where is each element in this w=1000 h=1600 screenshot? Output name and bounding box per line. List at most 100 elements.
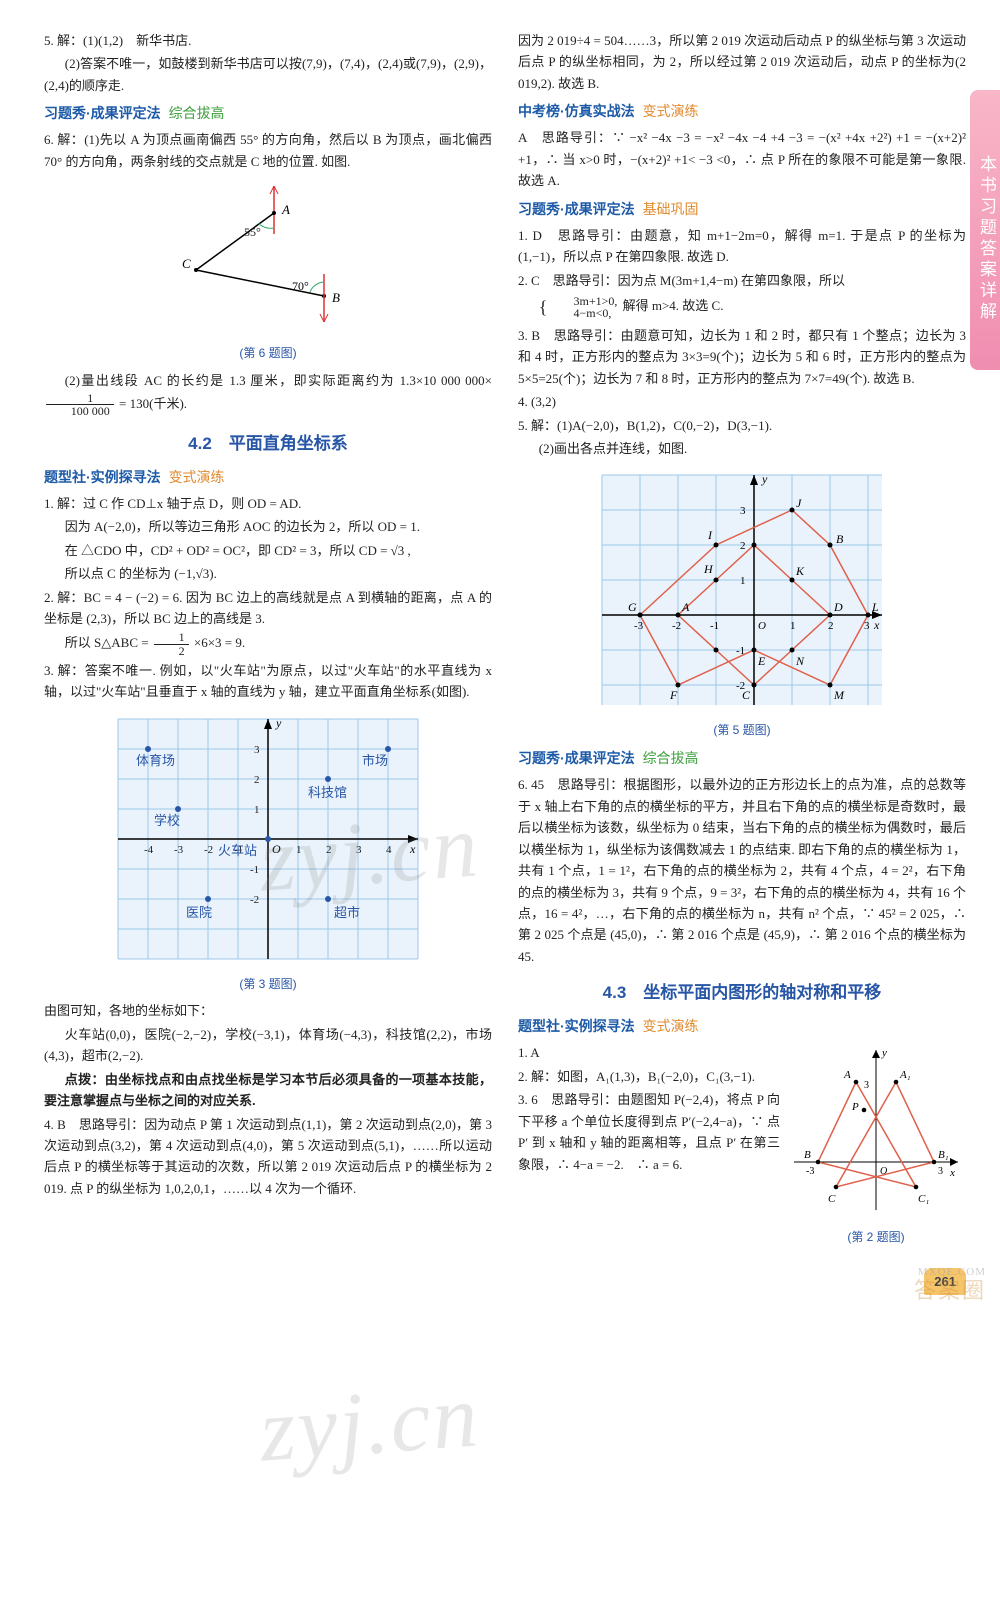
- svg-text:C: C: [182, 256, 191, 271]
- r-q5a: 5. 解：(1)A(−2,0)，B(1,2)，C(0,−2)，D(3,−1).: [518, 415, 966, 436]
- svg-text:3: 3: [356, 844, 362, 856]
- q5-line1: 5. 解：(1)(1,2) 新华书店.: [44, 30, 492, 51]
- svg-text:x: x: [873, 618, 880, 632]
- svg-text:-2: -2: [672, 620, 681, 632]
- s42-q3-c: 火车站(0,0)，医院(−2,−2)，学校(−3,1)，体育场(−4,3)，科技…: [44, 1024, 492, 1067]
- figure-2-wrap: x y O -3 3 3 A A₁ P B B₁ C C₁ (第: [786, 1042, 966, 1253]
- strip-xitixiu-1: 习题秀·成果评定法 综合拔高: [44, 102, 492, 125]
- strip-tag: 综合拔高: [643, 750, 699, 766]
- s42-q1-c: 在 △CDO 中，CD² + OD² = OC²，即 CD² = 3，所以 CD…: [44, 540, 492, 561]
- r-q4: 4. (3,2): [518, 391, 966, 412]
- svg-text:2: 2: [254, 774, 260, 786]
- r-q6: 6. 45 思路导引：根据图形，以最外边的正方形边长上的点为准，点的总数等于 x…: [518, 774, 966, 967]
- svg-text:3: 3: [740, 505, 746, 517]
- svg-text:3: 3: [254, 744, 260, 756]
- fig6-caption: (第 6 题图): [44, 344, 492, 364]
- svg-text:2: 2: [740, 540, 746, 552]
- fig2r-caption: (第 2 题图): [786, 1228, 966, 1248]
- svg-text:1: 1: [790, 620, 796, 632]
- svg-text:F: F: [669, 688, 678, 702]
- side-tab: 本书习题答案详解: [970, 90, 1000, 370]
- svg-text:-1: -1: [710, 620, 719, 632]
- zq-a: A 思路导引：∵ −x² −4x −3 = −x² −4x −4 +4 −3 =…: [518, 127, 966, 191]
- r-cont1: 因为 2 019÷4 = 504……3，所以第 2 019 次运动后动点 P 的…: [518, 30, 966, 94]
- svg-text:y: y: [881, 1047, 887, 1059]
- svg-text:P: P: [851, 1101, 859, 1113]
- section-4-2-title: 4.2 平面直角坐标系: [44, 430, 492, 458]
- svg-text:4: 4: [386, 844, 392, 856]
- svg-text:医院: 医院: [186, 905, 212, 920]
- s42-q2-a: 2. 解：BC = 4 − (−2) = 6. 因为 BC 边上的高线就是点 A…: [44, 587, 492, 630]
- svg-text:学校: 学校: [154, 813, 180, 828]
- page-number-wrap: 261: [44, 1268, 966, 1295]
- svg-text:2: 2: [326, 844, 332, 856]
- svg-text:N: N: [795, 654, 805, 668]
- q6-line1: 6. 解：(1)先以 A 为顶点画南偏西 55° 的方向角，然后以 B 为顶点，…: [44, 129, 492, 172]
- strip-label: 习题秀·成果评定法: [44, 105, 161, 121]
- strip-label: 题型社·实例探寻法: [518, 1018, 635, 1034]
- brace-content: 3m+1>0, 4−m<0,: [553, 295, 618, 320]
- svg-text:A: A: [843, 1069, 851, 1081]
- strip-xitixiu-2: 习题秀·成果评定法 基础巩固: [518, 198, 966, 221]
- r-q2-b: 解得 m>4. 故选 C.: [623, 298, 724, 313]
- strip-tag: 变式演练: [169, 469, 225, 485]
- fig5-caption: (第 5 题图): [518, 721, 966, 741]
- svg-text:A₁: A₁: [899, 1069, 911, 1081]
- fraction-icon: 1 100 000: [46, 392, 114, 418]
- svg-text:1: 1: [254, 804, 260, 816]
- r-q2-a: 2. C 思路导引：因为点 M(3m+1,4−m) 在第四象限，所以: [518, 270, 966, 291]
- brace-icon: {: [539, 297, 548, 317]
- svg-text:-2: -2: [250, 894, 259, 906]
- strip-label: 习题秀·成果评定法: [518, 201, 635, 217]
- svg-text:O: O: [272, 842, 281, 856]
- svg-text:y: y: [761, 472, 768, 486]
- figure-5: x y O -3-2-1 123 123 -1-2 G A H I J B: [592, 465, 892, 715]
- strip-tag: 综合拔高: [169, 105, 225, 121]
- s42-q1-a: 1. 解：过 C 作 CD⊥x 轴于点 D，则 OD = AD.: [44, 493, 492, 514]
- svg-text:A: A: [281, 202, 290, 217]
- q6-line2: (2)量出线段 AC 的长约是 1.3 厘米，即实际距离约为 1.3×10 00…: [44, 370, 492, 418]
- watermark-2: zyj.cn: [255, 1343, 484, 1506]
- svg-text:70°: 70°: [292, 279, 309, 293]
- s42-q3-a: 3. 解：答案不唯一. 例如，以"火车站"为原点，以过"火车站"的水平直线为 x…: [44, 660, 492, 703]
- svg-text:B₁: B₁: [938, 1149, 949, 1161]
- svg-text:B: B: [804, 1149, 811, 1161]
- s42-q2-post: ×6×3 = 9.: [194, 636, 245, 651]
- s42-q3-b: 由图可知，各地的坐标如下：: [44, 1000, 492, 1021]
- svg-text:-3: -3: [634, 620, 644, 632]
- s42-q2-b: 所以 S△ABC = 1 2 ×6×3 = 9.: [44, 631, 492, 657]
- svg-text:-1: -1: [250, 864, 259, 876]
- svg-text:E: E: [757, 654, 766, 668]
- r-q1: 1. D 思路导引：由题意，知 m+1−2m=0，解得 m=1. 于是点 P 的…: [518, 225, 966, 268]
- strip-label: 题型社·实例探寻法: [44, 469, 161, 485]
- section-4-3-title: 4.3 坐标平面内图形的轴对称和平移: [518, 979, 966, 1007]
- two-column-layout: 5. 解：(1)(1,2) 新华书店. (2)答案不唯一，如鼓楼到新华书店可以按…: [44, 28, 966, 1254]
- svg-text:55°: 55°: [244, 225, 261, 239]
- svg-text:J: J: [796, 496, 802, 510]
- svg-text:C₁: C₁: [918, 1193, 929, 1205]
- strip-label: 习题秀·成果评定法: [518, 750, 635, 766]
- strip-xitixiu-3: 习题秀·成果评定法 综合拔高: [518, 747, 966, 770]
- svg-text:-3: -3: [174, 844, 184, 856]
- svg-text:-4: -4: [144, 844, 154, 856]
- s42-q2-pre: 所以 S△ABC =: [65, 636, 152, 651]
- svg-text:体育场: 体育场: [136, 753, 175, 768]
- strip-label: 中考榜·仿真实战法: [518, 103, 635, 119]
- strip-tag: 基础巩固: [643, 201, 699, 217]
- svg-text:x: x: [409, 842, 416, 856]
- svg-text:H: H: [703, 562, 714, 576]
- svg-text:B: B: [332, 290, 340, 305]
- r-q5b: (2)画出各点并连线，如图.: [518, 438, 966, 459]
- fraction-icon: 1 2: [154, 631, 189, 657]
- svg-text:D: D: [833, 600, 843, 614]
- s42-q1-b: 因为 A(−2,0)，所以等边三角形 AOC 的边长为 2，所以 OD = 1.: [44, 516, 492, 537]
- figure-6: A 55° C B 70°: [158, 178, 378, 338]
- strip-tixingshe-1: 题型社·实例探寻法 变式演练: [44, 466, 492, 489]
- svg-text:-2: -2: [204, 844, 213, 856]
- svg-text:A: A: [681, 600, 690, 614]
- fig3-caption: (第 3 题图): [44, 975, 492, 995]
- r-q3: 3. B 思路导引：由题意可知，边长为 1 和 2 时，都只有 1 个整点；边长…: [518, 325, 966, 389]
- svg-text:科技馆: 科技馆: [308, 785, 347, 800]
- svg-text:3: 3: [864, 1080, 869, 1091]
- q6-l2-pre: (2)量出线段 AC 的长约是 1.3 厘米，即实际距离约为 1.3×10 00…: [65, 373, 492, 388]
